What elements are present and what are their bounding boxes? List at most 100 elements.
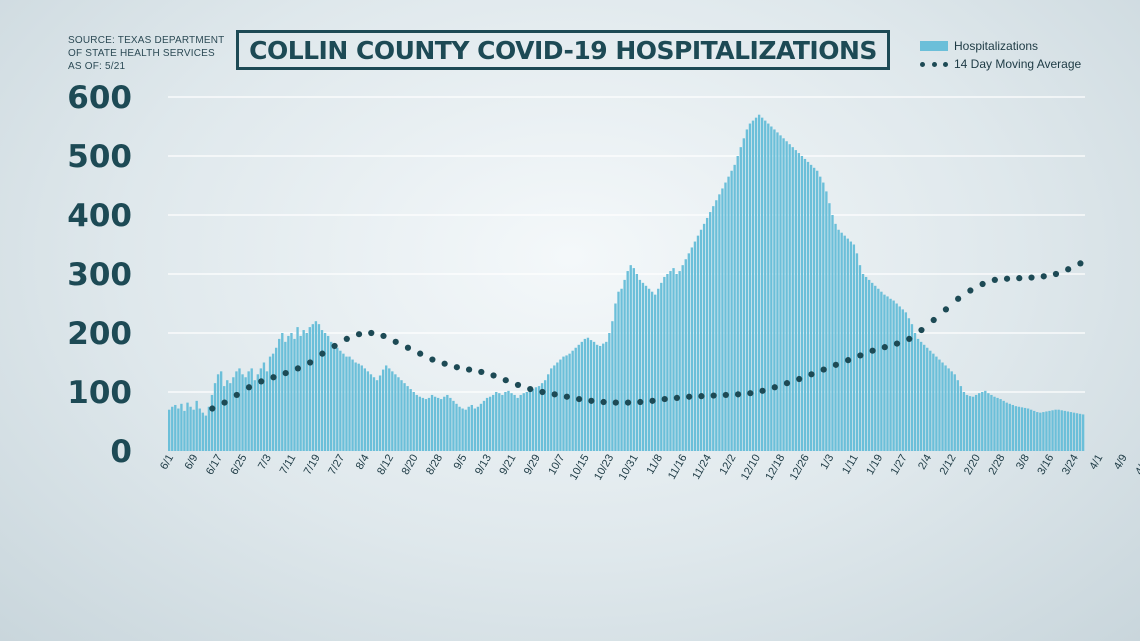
bar [1069, 412, 1073, 451]
bar [250, 368, 253, 451]
bar [1081, 414, 1085, 451]
moving-average-point [1028, 274, 1035, 281]
bar [806, 161, 810, 451]
bar [342, 353, 345, 451]
bar [935, 356, 938, 451]
bar [974, 394, 978, 451]
bar [378, 375, 382, 451]
bar [351, 359, 354, 451]
bar [605, 341, 608, 451]
bar [681, 265, 684, 451]
bar [1063, 410, 1066, 451]
bar [913, 333, 917, 451]
moving-average-point [661, 395, 668, 403]
bar [629, 265, 632, 451]
x-tick-label: 8/20 [400, 453, 421, 478]
bar [712, 206, 715, 451]
bar [504, 392, 507, 451]
bar [510, 393, 513, 451]
bar [559, 359, 562, 451]
bar [345, 356, 348, 451]
bar [1054, 409, 1057, 451]
bar [962, 392, 966, 451]
bar [727, 176, 730, 451]
bar [965, 394, 969, 451]
x-tick-label: 10/23 [592, 453, 616, 483]
bar [458, 406, 461, 451]
bar [299, 335, 302, 451]
moving-average-point [282, 370, 289, 377]
bar [916, 338, 920, 451]
bar [293, 338, 296, 451]
x-tick-label: 6/9 [183, 453, 201, 472]
bar [834, 223, 837, 451]
bar [852, 244, 856, 451]
bar [754, 117, 758, 452]
bar [880, 291, 883, 451]
bar [721, 188, 724, 451]
bar [195, 400, 198, 451]
y-tick-label: 200 [67, 316, 132, 352]
bar [595, 344, 599, 451]
x-tick-label: 7/11 [278, 453, 299, 477]
bar [999, 399, 1002, 451]
legend-dots-swatch [920, 59, 948, 69]
bar [861, 274, 865, 451]
bar [620, 288, 623, 451]
bar [1033, 410, 1036, 451]
moving-average-point [576, 395, 583, 403]
bar [626, 271, 629, 451]
moving-average-point [563, 393, 570, 400]
x-tick-label: 1/3 [818, 453, 836, 472]
bar [809, 164, 813, 451]
x-tick-label: 11/8 [645, 453, 666, 477]
bar [216, 374, 220, 451]
bar [800, 156, 804, 451]
bar [696, 235, 700, 451]
bar [330, 341, 333, 451]
bar [919, 341, 923, 451]
bar [461, 408, 464, 451]
bar [168, 409, 171, 451]
moving-average-point [857, 352, 864, 359]
bar [430, 394, 434, 451]
moving-average-point [539, 388, 546, 396]
bar [449, 397, 452, 451]
bar [400, 380, 403, 451]
x-tick-label: 2/12 [938, 453, 959, 478]
x-tick-label: 8/4 [354, 453, 372, 472]
moving-average-point [881, 344, 888, 351]
bar [751, 120, 755, 451]
x-tick-label: 1/11 [840, 453, 861, 477]
moving-average-point [294, 365, 302, 372]
bar [941, 362, 944, 451]
bar [745, 129, 749, 451]
bar [201, 412, 204, 451]
bar [702, 223, 706, 451]
bar [1002, 400, 1005, 451]
bar [770, 126, 773, 451]
moving-average-point [624, 399, 632, 406]
bar [320, 330, 324, 451]
x-tick-label: 8/12 [375, 453, 396, 478]
bar [507, 390, 510, 451]
moving-average-point [918, 326, 925, 334]
y-tick-label: 100 [67, 375, 132, 411]
chart-title-box: COLLIN COUNTY COVID-19 HOSPITALIZATIONS [236, 30, 890, 70]
bar [779, 135, 782, 451]
moving-average-point [380, 332, 387, 340]
bar [705, 217, 709, 451]
bar [479, 403, 483, 451]
bar [638, 279, 642, 451]
moving-average-point [441, 360, 448, 367]
bar [1078, 413, 1082, 451]
bar [819, 176, 822, 451]
bar [363, 368, 366, 451]
bar [611, 321, 614, 451]
moving-average-point [771, 384, 778, 391]
x-tick-label: 9/21 [497, 453, 518, 478]
bar [210, 394, 214, 451]
bar [1060, 410, 1063, 451]
bar [571, 350, 574, 451]
bar [874, 285, 877, 451]
